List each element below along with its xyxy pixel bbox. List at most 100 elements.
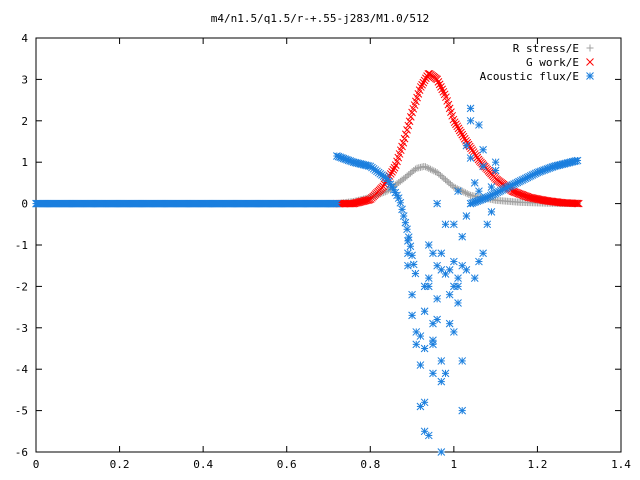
data-point bbox=[388, 168, 396, 176]
data-point bbox=[487, 208, 496, 216]
data-point bbox=[408, 290, 416, 299]
data-point bbox=[421, 163, 429, 171]
data-point bbox=[454, 124, 463, 133]
legend-marker bbox=[586, 44, 594, 52]
legend-label: R stress/E bbox=[513, 42, 579, 55]
data-point bbox=[457, 128, 465, 137]
data-point bbox=[573, 156, 582, 165]
data-point bbox=[454, 282, 462, 291]
data-point bbox=[475, 257, 483, 266]
data-point bbox=[425, 164, 433, 172]
data-point bbox=[420, 307, 429, 316]
data-point bbox=[429, 340, 437, 349]
data-point bbox=[424, 282, 433, 291]
data-point bbox=[411, 165, 419, 173]
series-g-work bbox=[333, 69, 583, 208]
data-point bbox=[454, 299, 462, 307]
data-point bbox=[470, 179, 479, 187]
y-tick-label: -4 bbox=[15, 363, 29, 376]
x-tick-label: 0.8 bbox=[360, 458, 380, 471]
chart-title: m4/n1.5/q1.5/r-+.55-j283/M1.0/512 bbox=[211, 12, 430, 25]
data-point bbox=[433, 169, 441, 177]
x-tick-label: 0.6 bbox=[277, 458, 297, 471]
data-point bbox=[437, 82, 445, 91]
x-tick-label: 1.4 bbox=[611, 458, 631, 471]
data-point bbox=[445, 265, 454, 274]
data-point bbox=[428, 166, 436, 174]
y-tick-label: 3 bbox=[21, 73, 28, 86]
data-point bbox=[447, 180, 455, 188]
x-tick-label: 1 bbox=[451, 458, 458, 471]
data-point bbox=[458, 406, 467, 415]
data-point bbox=[401, 130, 410, 139]
y-tick-label: -2 bbox=[15, 280, 28, 293]
data-point bbox=[458, 130, 467, 139]
data-point bbox=[390, 163, 399, 172]
y-tick-label: -5 bbox=[15, 405, 28, 418]
data-point bbox=[399, 138, 408, 147]
data-point bbox=[487, 183, 496, 191]
data-point bbox=[458, 357, 467, 365]
data-point bbox=[433, 294, 441, 303]
data-point bbox=[405, 117, 414, 126]
data-point bbox=[433, 315, 441, 324]
data-point bbox=[403, 225, 411, 234]
data-point bbox=[386, 170, 395, 178]
data-point bbox=[423, 164, 431, 172]
data-point bbox=[418, 80, 426, 89]
data-point bbox=[404, 249, 412, 258]
data-point bbox=[434, 78, 443, 86]
data-point bbox=[466, 104, 475, 113]
data-point bbox=[462, 141, 471, 150]
data-point bbox=[416, 332, 425, 340]
data-point bbox=[438, 85, 447, 94]
data-point bbox=[462, 189, 470, 197]
data-point bbox=[475, 187, 483, 196]
data-point bbox=[450, 118, 459, 127]
data-point bbox=[483, 220, 492, 229]
data-point bbox=[433, 199, 441, 208]
data-point bbox=[424, 274, 433, 282]
data-point bbox=[435, 80, 444, 89]
data-point bbox=[459, 132, 468, 141]
data-point bbox=[404, 237, 412, 245]
data-point bbox=[437, 448, 446, 456]
axis-ticks: 0 0.2 0.4 0.6 0.8 1 1.2 1.4 4 3 2 1 0 -1 -2 -3 -4 -5 -6 bbox=[15, 32, 632, 471]
data-point bbox=[420, 344, 429, 353]
data-point bbox=[408, 311, 416, 320]
data-point bbox=[404, 121, 413, 130]
y-tick-label: -1 bbox=[15, 239, 28, 252]
data-point bbox=[399, 212, 408, 220]
data-point bbox=[433, 75, 441, 84]
data-point bbox=[460, 134, 469, 143]
data-point bbox=[452, 120, 460, 129]
data-point bbox=[450, 257, 458, 266]
data-point bbox=[466, 154, 475, 162]
legend-label: G work/E bbox=[526, 56, 579, 69]
data-point bbox=[463, 190, 471, 198]
data-point bbox=[409, 260, 418, 269]
data-point bbox=[445, 179, 453, 187]
data-point bbox=[416, 361, 425, 369]
data-point bbox=[436, 171, 444, 179]
data-point bbox=[429, 249, 437, 258]
data-point bbox=[572, 199, 581, 208]
data-point bbox=[437, 249, 446, 258]
data-point bbox=[491, 166, 500, 175]
data-point bbox=[450, 328, 458, 336]
data-point bbox=[441, 220, 450, 229]
data-point bbox=[333, 199, 341, 208]
data-point bbox=[491, 158, 500, 167]
x-tick-label: 0 bbox=[33, 458, 40, 471]
data-point bbox=[460, 188, 468, 196]
data-point bbox=[398, 205, 406, 214]
data-point bbox=[437, 377, 446, 386]
data-point bbox=[455, 126, 464, 135]
data-point bbox=[438, 173, 446, 181]
data-point bbox=[479, 249, 487, 258]
data-point bbox=[449, 115, 458, 124]
data-point bbox=[466, 116, 475, 125]
legend-marker bbox=[586, 72, 594, 80]
data-point bbox=[419, 78, 428, 87]
